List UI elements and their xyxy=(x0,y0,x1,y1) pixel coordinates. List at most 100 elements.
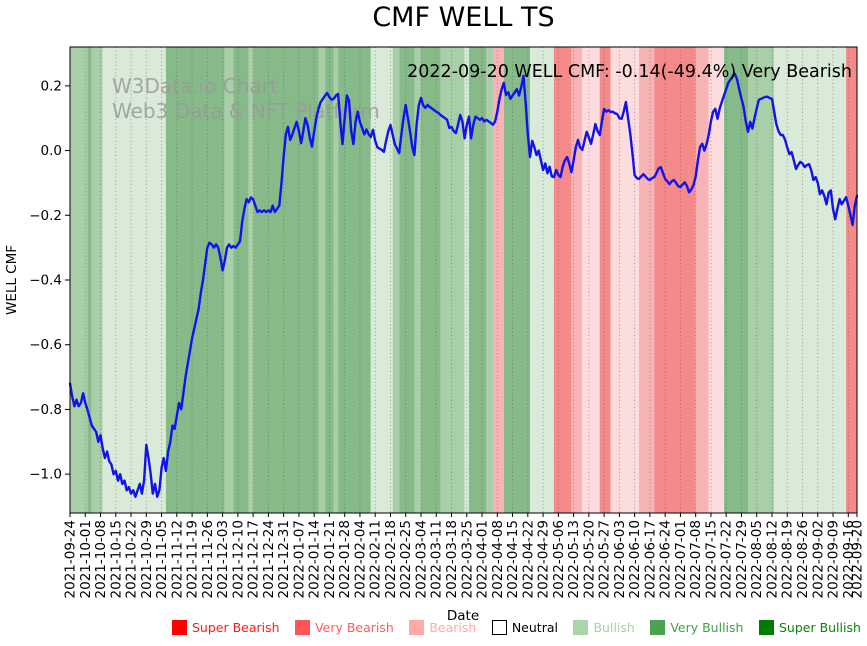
sentiment-band-r2 xyxy=(695,47,709,513)
x-tick-label: 2022-09-02 xyxy=(810,520,826,598)
x-tick-label: 2022-03-11 xyxy=(429,520,445,598)
x-tick-label: 2022-05-06 xyxy=(551,520,567,598)
background-bands xyxy=(70,47,857,513)
sentiment-legend: Super Bearish Very Bearish Bearish Neutral B… xyxy=(172,620,861,635)
legend-label-very-bullish: Very Bullish xyxy=(670,620,744,635)
legend-item-super-bearish: Super Bearish xyxy=(172,620,280,635)
sentiment-band-g2 xyxy=(224,47,234,513)
x-tick-label: 2021-11-26 xyxy=(200,520,216,598)
legend-item-bullish: Bullish xyxy=(573,620,635,635)
x-tick-label: 2022-06-03 xyxy=(612,520,628,598)
sentiment-band-g3 xyxy=(233,47,249,513)
x-tick-label: 2022-02-04 xyxy=(352,520,368,598)
x-tick-label: 2022-05-20 xyxy=(581,520,597,598)
x-tick-label: 2022-05-13 xyxy=(566,520,582,598)
legend-swatch-very-bullish xyxy=(650,620,666,635)
x-tick-label: 2021-10-15 xyxy=(108,520,124,598)
x-tick-label: 2022-07-29 xyxy=(734,520,750,598)
x-tick-label: 2022-04-08 xyxy=(490,520,506,598)
x-tick-label: 2022-09-09 xyxy=(826,520,842,598)
x-tick-label: 2022-02-11 xyxy=(368,520,384,598)
legend-label-super-bearish: Super Bearish xyxy=(192,620,280,635)
cmf-line xyxy=(68,72,859,498)
legend-item-neutral: Neutral xyxy=(491,620,558,635)
x-tick-label: 2022-07-15 xyxy=(703,520,719,598)
sentiment-band-g1 xyxy=(370,47,393,513)
x-tick-label: 2022-01-14 xyxy=(307,520,323,598)
sentiment-band-g3 xyxy=(420,47,441,513)
x-tick-label: 2021-09-24 xyxy=(63,520,79,598)
x-tick-label: 2021-11-05 xyxy=(154,520,170,598)
sentiment-band-g2 xyxy=(248,47,254,513)
x-tick-label: 2021-10-22 xyxy=(124,520,140,598)
x-tick-label: 2021-12-31 xyxy=(276,520,292,598)
legend-swatch-neutral xyxy=(491,620,507,635)
y-tick-label: −0.2 xyxy=(29,208,62,224)
sentiment-band-g3 xyxy=(724,47,748,513)
x-tick-label: 2022-09-16 xyxy=(841,520,857,598)
watermark-line2: Web3 Data & NFT Platform xyxy=(112,99,380,123)
x-tick-label: 2022-03-18 xyxy=(444,520,460,598)
legend-item-super-bullish: Super Bullish xyxy=(758,620,861,635)
cmf-series-line xyxy=(68,72,859,498)
legend-label-bearish: Bearish xyxy=(429,620,477,635)
y-tick-label: −0.4 xyxy=(29,273,62,289)
y-tick-label: 0.0 xyxy=(41,143,62,159)
sentiment-band-r3 xyxy=(846,47,857,513)
legend-swatch-super-bullish xyxy=(758,620,774,635)
x-tick-label: 2021-11-19 xyxy=(185,520,201,598)
sentiment-band-g1 xyxy=(529,47,554,513)
x-tick-label: 2022-02-25 xyxy=(398,520,414,598)
y-axis-label: WELL CMF xyxy=(4,245,20,315)
x-tick-label: 2022-06-10 xyxy=(627,520,643,598)
x-tick-label: 2022-02-18 xyxy=(383,520,399,598)
sentiment-band-r2 xyxy=(638,47,655,513)
sentiment-band-g3 xyxy=(165,47,225,513)
x-tick-label: 2022-08-12 xyxy=(764,520,780,598)
sentiment-band-r3 xyxy=(553,47,572,513)
sentiment-band-g2 xyxy=(91,47,103,513)
x-tick-label: 2022-06-24 xyxy=(658,520,674,598)
sentiment-band-g1 xyxy=(102,47,166,513)
x-tick-label: 2022-04-15 xyxy=(505,520,521,598)
sentiment-band-g2 xyxy=(440,47,465,513)
x-tick-label: 2022-01-07 xyxy=(291,520,307,598)
legend-swatch-very-bearish xyxy=(295,620,311,635)
sentiment-band-g3 xyxy=(399,47,415,513)
chart-title: CMF WELL TS xyxy=(372,2,555,33)
y-tick-label: −0.6 xyxy=(29,337,62,353)
sentiment-band-g1 xyxy=(464,47,469,513)
x-tick-label: 2022-07-08 xyxy=(688,520,704,598)
legend-swatch-super-bearish xyxy=(172,620,187,635)
x-axis-label: Date xyxy=(447,608,479,624)
x-tick-label: 2022-04-01 xyxy=(475,520,491,598)
x-tick-label: 2021-10-08 xyxy=(93,520,109,598)
legend-label-super-bullish: Super Bullish xyxy=(778,620,861,635)
x-tick-label: 2022-08-26 xyxy=(795,520,811,598)
x-tick-label: 2022-06-17 xyxy=(642,520,658,598)
x-tick-label: 2022-01-21 xyxy=(322,520,338,598)
legend-swatch-bullish xyxy=(573,620,589,635)
sentiment-band-g3 xyxy=(87,47,92,513)
sentiment-band-r3 xyxy=(599,47,611,513)
x-tick-label: 2022-04-22 xyxy=(520,520,536,598)
sentiment-band-r1 xyxy=(610,47,639,513)
y-tick-label: 0.2 xyxy=(41,78,62,94)
x-tick-label: 2021-12-24 xyxy=(261,520,277,598)
sentiment-band-g2 xyxy=(747,47,775,513)
legend-item-bearish: Bearish xyxy=(409,620,476,635)
sentiment-band-r3 xyxy=(654,47,696,513)
x-tick-label: 2022-07-01 xyxy=(673,520,689,598)
x-tick-label: 2022-04-29 xyxy=(536,520,552,598)
sentiment-band-g2 xyxy=(333,47,339,513)
sentiment-band-g3 xyxy=(325,47,334,513)
legend-item-very-bullish: Very Bullish xyxy=(650,620,743,635)
x-tick-label: 2022-07-22 xyxy=(719,520,735,598)
sentiment-band-g1 xyxy=(774,47,847,513)
x-tick-label: 2022-01-28 xyxy=(337,520,353,598)
sentiment-band-r1 xyxy=(708,47,725,513)
legend-label-bullish: Bullish xyxy=(593,620,635,635)
x-tick-label: 2021-11-12 xyxy=(169,520,185,598)
sentiment-band-r1 xyxy=(582,47,600,513)
